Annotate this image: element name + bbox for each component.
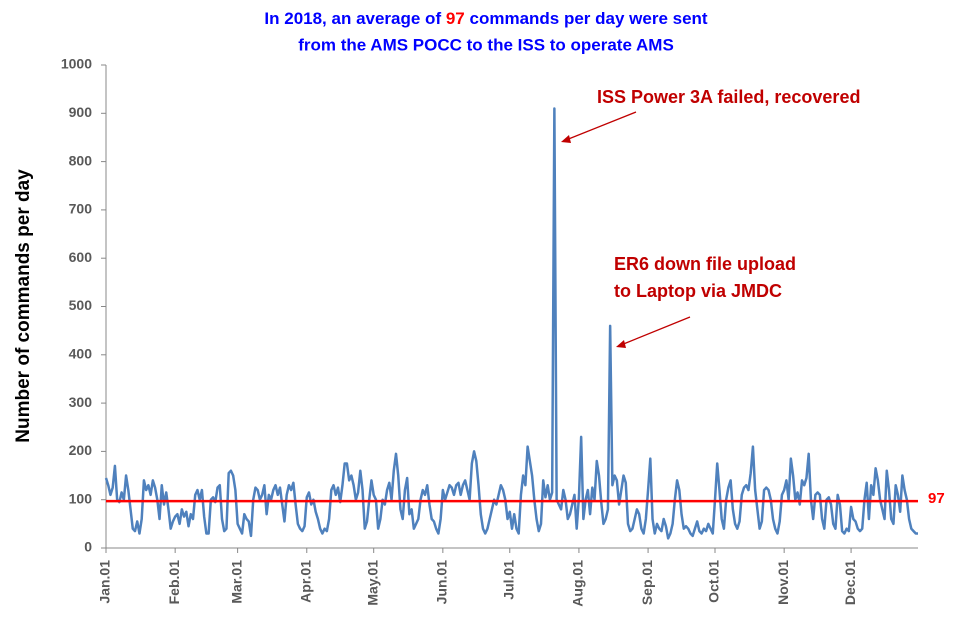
x-tick-label: Apr.01 <box>297 560 313 603</box>
y-tick-label: 1000 <box>61 56 92 72</box>
series-line <box>104 107 918 540</box>
x-tick-label: May.01 <box>364 560 380 606</box>
x-tick-label: Nov.01 <box>775 560 791 605</box>
x-tick-label: Sep.01 <box>639 560 655 605</box>
y-tick-label: 700 <box>69 201 93 217</box>
title-text: commands per day were sent <box>470 9 708 28</box>
arrow-head <box>616 340 626 348</box>
title-text: In 2018, an average of <box>264 9 441 28</box>
annotation-arrow <box>565 111 637 141</box>
x-tick-label: Oct.01 <box>706 560 722 603</box>
annotation: ER6 down file upload <box>614 254 796 274</box>
x-tick-label: Jan.01 <box>97 560 113 604</box>
chart-subtitle: from the AMS POCC to the ISS to operate … <box>298 35 674 54</box>
annotation-arrow <box>620 316 691 346</box>
y-tick-label: 300 <box>69 394 93 410</box>
y-tick-label: 900 <box>69 104 93 120</box>
y-tick-label: 500 <box>69 297 93 313</box>
arrow-head <box>561 135 571 143</box>
x-tick-label: Feb.01 <box>166 560 182 605</box>
y-tick-label: 200 <box>69 442 93 458</box>
y-tick-label: 600 <box>69 249 93 265</box>
x-tick-label: Jun.01 <box>434 560 450 605</box>
y-tick-label: 800 <box>69 152 93 168</box>
x-tick-label: Mar.01 <box>228 560 244 604</box>
annotation: ISS Power 3A failed, recovered <box>597 87 860 107</box>
y-tick-label: 100 <box>69 490 93 506</box>
chart-title: In 2018, an average of 97 commands per d… <box>264 9 708 28</box>
x-tick-label: Dec.01 <box>842 560 858 605</box>
annotation: to Laptop via JMDC <box>614 281 782 301</box>
x-tick-label: Aug.01 <box>570 560 586 607</box>
y-axis-label: Number of commands per day <box>13 169 34 443</box>
title-average: 97 <box>446 9 465 28</box>
y-tick-label: 400 <box>69 346 93 362</box>
y-tick-label: 0 <box>84 539 92 555</box>
average-label: 97 <box>928 490 945 507</box>
x-tick-label: Jul.01 <box>500 560 516 600</box>
